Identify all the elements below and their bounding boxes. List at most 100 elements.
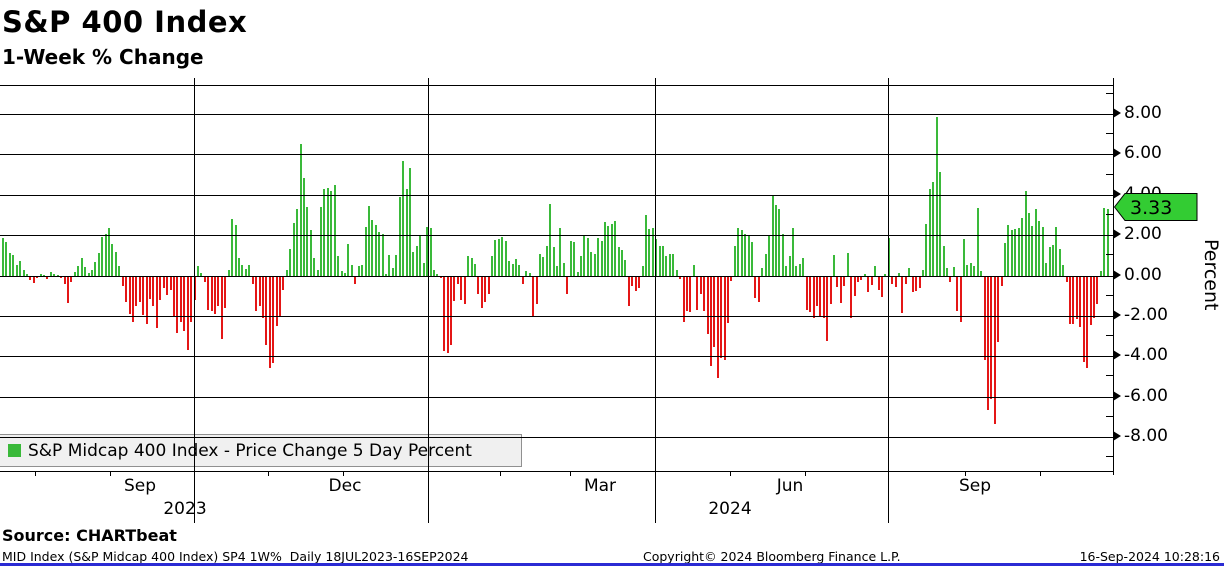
bar (798, 263, 801, 276)
bar (949, 275, 952, 282)
bar (754, 275, 757, 298)
bar (1069, 275, 1072, 324)
bar (155, 275, 158, 328)
bar (467, 255, 470, 276)
gridline-horizontal (0, 275, 1113, 277)
y-tick-arrow-icon (1113, 148, 1121, 159)
bar (1096, 275, 1099, 304)
bar (1021, 217, 1024, 276)
bar (320, 206, 323, 276)
bar (131, 275, 134, 322)
bar (224, 275, 227, 308)
bar (118, 265, 121, 276)
bar (15, 264, 18, 276)
bar (747, 235, 750, 276)
bar (662, 245, 665, 276)
bar (1079, 275, 1082, 327)
bar (764, 253, 767, 276)
bar (53, 273, 56, 276)
bar (234, 224, 237, 276)
bar (956, 275, 959, 311)
y-tick-arrow-icon (1113, 108, 1121, 119)
bar (77, 265, 80, 276)
bar (542, 256, 545, 276)
bar (966, 264, 969, 276)
bar (692, 264, 695, 276)
bar (723, 275, 726, 360)
bar (97, 252, 100, 276)
bar (696, 275, 699, 310)
bar (446, 275, 449, 353)
bar (809, 275, 812, 312)
bar (621, 249, 624, 276)
bar (665, 255, 668, 276)
bar (880, 275, 883, 297)
bar (361, 264, 364, 276)
bar (60, 275, 63, 278)
bar (436, 273, 439, 276)
bar (388, 254, 391, 276)
bar (268, 275, 271, 368)
y-minor-tick (1106, 415, 1113, 417)
bar (997, 275, 1000, 342)
bar (973, 265, 976, 276)
bar (939, 171, 942, 276)
bar (70, 275, 73, 282)
bar (285, 269, 288, 276)
bar (145, 275, 148, 324)
bar (1055, 226, 1058, 276)
bar (679, 275, 682, 279)
bar (395, 254, 398, 276)
bar (915, 275, 918, 291)
bar (1099, 270, 1102, 276)
bar (497, 238, 500, 276)
bar (733, 245, 736, 276)
bar (2, 237, 4, 276)
bar (894, 275, 897, 287)
bar (863, 273, 866, 276)
bar (408, 167, 411, 276)
bar (412, 251, 415, 276)
gridline-horizontal (0, 235, 1113, 237)
bar (125, 275, 128, 302)
bar (870, 275, 873, 285)
bar (1000, 275, 1003, 286)
bar (614, 220, 617, 276)
bar (422, 262, 425, 276)
y-tick-arrow-icon (1113, 229, 1121, 240)
bar (942, 245, 945, 276)
bar (1031, 225, 1034, 276)
bar (993, 275, 996, 424)
bar (586, 237, 589, 276)
bar (627, 275, 630, 306)
x-tick-label: Jun (776, 476, 804, 496)
bar (258, 275, 261, 306)
bar (186, 275, 189, 350)
bar (980, 270, 983, 276)
bar (12, 254, 15, 276)
bar (651, 227, 654, 276)
bar (94, 261, 97, 276)
x-tick-label: Sep (123, 476, 157, 496)
bar (699, 275, 702, 294)
bar (367, 205, 370, 276)
bar (857, 275, 859, 282)
bar (316, 269, 319, 276)
y-tick-label: 8.00 (1124, 103, 1162, 124)
bar (484, 275, 487, 302)
bottom-border-line (0, 563, 1224, 566)
x-tick-label: Dec (328, 476, 362, 496)
bar (347, 243, 350, 276)
bar (159, 275, 162, 300)
bar (515, 258, 517, 276)
chart-subtitle: 1-Week % Change (2, 45, 204, 69)
bar (774, 204, 777, 276)
y-tick-label: -8.00 (1124, 425, 1168, 446)
bar (350, 264, 353, 276)
legend-swatch-icon (8, 444, 21, 457)
bar (22, 269, 25, 276)
bar (727, 275, 730, 323)
bar (210, 275, 213, 311)
bar (511, 263, 514, 276)
